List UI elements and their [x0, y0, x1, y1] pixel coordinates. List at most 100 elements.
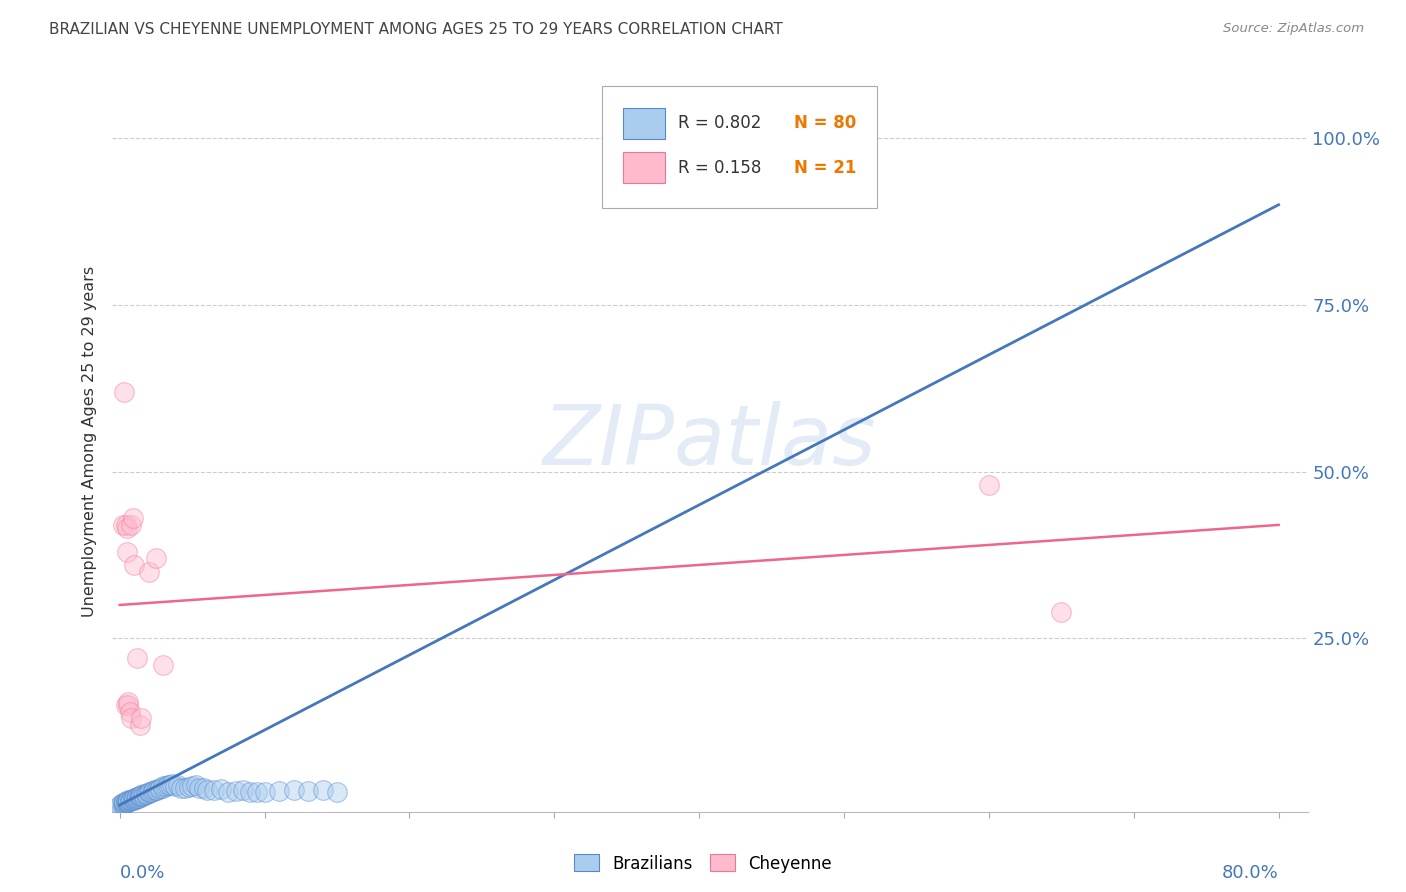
Point [115, 796, 138, 810]
Point [112, 796, 135, 810]
Point [217, 785, 239, 799]
Point [156, 778, 179, 792]
Point [111, 517, 134, 532]
Point [131, 788, 153, 802]
Point [188, 781, 211, 796]
Point [131, 789, 153, 804]
Point [152, 780, 174, 794]
Point [111, 797, 134, 811]
Text: ZIPatlas: ZIPatlas [543, 401, 877, 482]
Text: N = 80: N = 80 [793, 114, 856, 132]
Point [121, 793, 143, 807]
Point [120, 517, 142, 532]
Point [149, 781, 172, 796]
Point [152, 657, 174, 672]
Point [202, 782, 225, 797]
Point [127, 651, 149, 665]
Text: R = 0.158: R = 0.158 [678, 159, 761, 177]
Point [138, 785, 160, 799]
Point [131, 711, 153, 725]
Point [124, 790, 146, 805]
Point [688, 131, 710, 145]
Point [186, 778, 208, 792]
Point [155, 779, 177, 793]
Point [136, 787, 159, 801]
Point [114, 698, 136, 712]
Legend: Brazilians, Cheyenne: Brazilians, Cheyenne [568, 847, 838, 880]
Point [169, 781, 191, 796]
Point [152, 780, 174, 795]
Point [225, 784, 247, 798]
Point [114, 796, 136, 810]
Point [124, 792, 146, 806]
Point [112, 384, 135, 399]
FancyBboxPatch shape [623, 108, 665, 139]
Point [209, 782, 232, 797]
Point [135, 787, 157, 801]
Text: BRAZILIAN VS CHEYENNE UNEMPLOYMENT AMONG AGES 25 TO 29 YEARS CORRELATION CHART: BRAZILIAN VS CHEYENNE UNEMPLOYMENT AMONG… [49, 22, 783, 37]
Point [174, 780, 197, 795]
Point [117, 795, 139, 809]
Point [121, 792, 143, 806]
Point [311, 783, 333, 797]
Point [108, 798, 131, 813]
Point [112, 797, 135, 811]
Point [132, 789, 155, 803]
Point [179, 780, 201, 794]
Point [181, 780, 204, 794]
Point [122, 558, 145, 572]
Point [118, 793, 141, 807]
Point [977, 478, 1000, 492]
Point [138, 786, 160, 800]
Point [122, 791, 145, 805]
Point [128, 789, 150, 804]
Point [115, 521, 138, 535]
Point [120, 711, 142, 725]
Point [326, 785, 349, 799]
Point [115, 795, 138, 809]
Point [121, 511, 143, 525]
Text: N = 21: N = 21 [793, 159, 856, 177]
Point [117, 794, 139, 808]
Point [117, 793, 139, 807]
Point [145, 551, 167, 566]
FancyBboxPatch shape [623, 152, 665, 183]
Y-axis label: Unemployment Among Ages 25 to 29 years: Unemployment Among Ages 25 to 29 years [82, 266, 97, 617]
Point [122, 793, 145, 807]
Point [267, 784, 290, 798]
Point [166, 778, 188, 792]
Point [129, 790, 152, 805]
Point [193, 780, 215, 795]
Point [129, 718, 152, 732]
Point [139, 785, 162, 799]
Point [114, 517, 136, 532]
Point [120, 793, 142, 807]
Point [132, 788, 155, 802]
Point [163, 780, 186, 794]
Point [195, 783, 218, 797]
Point [118, 705, 141, 719]
Point [111, 797, 134, 811]
Point [159, 778, 181, 792]
Text: 80.0%: 80.0% [1222, 863, 1278, 881]
Point [110, 797, 132, 812]
Point [145, 783, 167, 797]
Point [146, 782, 169, 797]
Text: Source: ZipAtlas.com: Source: ZipAtlas.com [1223, 22, 1364, 36]
Point [143, 783, 166, 797]
Point [142, 784, 165, 798]
Point [253, 785, 276, 799]
Point [160, 777, 183, 791]
Point [239, 785, 262, 799]
Point [246, 785, 269, 799]
Text: R = 0.802: R = 0.802 [678, 114, 761, 132]
Point [112, 796, 135, 810]
Text: 0.0%: 0.0% [120, 863, 165, 881]
Point [120, 793, 142, 807]
Point [232, 783, 254, 797]
Point [118, 794, 141, 808]
Point [115, 544, 138, 558]
Point [297, 784, 319, 798]
FancyBboxPatch shape [603, 87, 877, 209]
Point [117, 695, 139, 709]
